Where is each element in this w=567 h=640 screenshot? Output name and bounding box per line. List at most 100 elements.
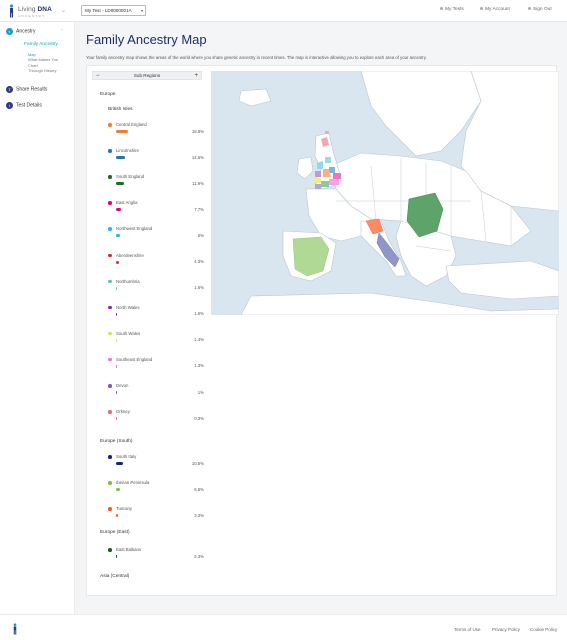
- footer-cookie-link[interactable]: Cookie Policy: [530, 627, 558, 632]
- group-asia-central[interactable]: Asia (Central): [100, 574, 130, 579]
- group-europe-south[interactable]: Europe (South): [100, 439, 133, 444]
- region-name: Devon: [116, 383, 129, 388]
- region-row[interactable]: Lincolnshire 14.6%: [108, 148, 204, 164]
- chevron-down-icon[interactable]: ⌄: [61, 8, 67, 14]
- map-region-north-wales[interactable]: [315, 171, 321, 177]
- region-row[interactable]: Orkney 0.3%: [108, 409, 204, 425]
- footer: Terms of Use Privacy Policy Cookie Polic…: [0, 614, 567, 640]
- map-region-south-england[interactable]: [321, 181, 329, 187]
- sidebar-item-chart[interactable]: Chart: [28, 62, 38, 68]
- map-region-lincolnshire[interactable]: [329, 167, 335, 173]
- test-selector[interactable]: My Test - LD0000001A ▾: [81, 5, 146, 16]
- region-row[interactable]: Iberian Peninsula 6.5%: [108, 480, 204, 496]
- region-name: Tuscany: [116, 506, 133, 512]
- region-percentage-bar: [116, 234, 120, 238]
- caret-down-icon: ▾: [140, 8, 143, 13]
- region-row[interactable]: Central England 18.8%: [108, 122, 204, 138]
- map-region-northumbria[interactable]: [325, 157, 331, 163]
- expand-icon[interactable]: +: [194, 73, 198, 79]
- region-percentage: 1.4%: [194, 337, 204, 343]
- region-percentage: 6%: [197, 232, 204, 238]
- group-british-isles[interactable]: British Isles: [108, 107, 133, 112]
- region-name: East Anglia: [116, 200, 138, 206]
- region-row[interactable]: Northwest England 6%: [108, 226, 204, 242]
- sidebar-item-test-details[interactable]: i Test Details: [6, 102, 42, 109]
- region-row[interactable]: East Balkans 2.3%: [108, 547, 204, 563]
- region-percentage: 3.3%: [194, 512, 204, 518]
- region-bar-track: [116, 182, 186, 186]
- logo-subtext: ANCESTRY: [18, 13, 46, 18]
- map-region-northwest-england[interactable]: [317, 161, 323, 169]
- map-region-tuscany[interactable]: [365, 218, 384, 235]
- footer-terms-link[interactable]: Terms of Use: [454, 627, 481, 632]
- main-content: Family Ancestry Map Your family ancestry…: [75, 22, 567, 614]
- map-region-devon[interactable]: [315, 184, 321, 189]
- region-name: Iberian Peninsula: [116, 480, 150, 486]
- region-color-dot: [108, 279, 112, 284]
- sidebar-item-through-history[interactable]: Through History: [28, 68, 57, 73]
- region-row[interactable]: South England 11.9%: [108, 174, 204, 190]
- region-color-dot: [108, 201, 112, 205]
- map-region-orkney[interactable]: [325, 131, 329, 134]
- group-europe[interactable]: Europe: [100, 92, 116, 97]
- region-bar-track: [116, 234, 186, 238]
- region-row[interactable]: Southeast England 1.3%: [108, 357, 204, 373]
- nav-sign-out[interactable]: Sign Out: [528, 7, 552, 12]
- region-percentage: 1.6%: [194, 311, 204, 317]
- region-color-dot: [108, 331, 112, 336]
- sidebar-item-map[interactable]: Map: [28, 52, 36, 57]
- tests-icon: [440, 7, 443, 11]
- map-region-south-italy[interactable]: [376, 232, 400, 268]
- region-percentage-bar: [116, 208, 121, 212]
- nav-my-tests[interactable]: My Tests: [440, 7, 464, 12]
- region-row[interactable]: Northumbria 1.6%: [108, 279, 204, 295]
- region-row[interactable]: South Italy 10.5%: [108, 454, 204, 470]
- map-region-east-anglia[interactable]: [333, 173, 341, 179]
- region-color-dot: [108, 305, 112, 310]
- region-percentage: 1.3%: [194, 363, 204, 369]
- region-row[interactable]: Tuscany 3.3%: [108, 506, 204, 522]
- collapse-icon[interactable]: −: [96, 73, 100, 79]
- europe-map-svg[interactable]: [211, 71, 559, 315]
- sidebar-item-family-ancestry[interactable]: Family Ancestry: [24, 42, 58, 47]
- group-europe-east[interactable]: Europe (East): [100, 530, 130, 535]
- region-color-dot: [108, 149, 112, 153]
- region-percentage-bar: [116, 417, 117, 421]
- region-row[interactable]: Devon 1%: [108, 383, 204, 399]
- region-row[interactable]: North Wales 1.6%: [108, 305, 204, 321]
- map-region-east-balkans[interactable]: [406, 192, 444, 238]
- map-region-aberdeenshire[interactable]: [321, 137, 329, 147]
- region-percentage-bar: [116, 156, 126, 160]
- map-region-southeast-england[interactable]: [329, 179, 339, 185]
- sidebar-item-ancestry[interactable]: ◐ Ancestry: [6, 28, 35, 35]
- region-color-dot: [108, 253, 112, 257]
- region-name: Northwest England: [116, 226, 153, 232]
- region-row[interactable]: Aberdeenshire 4.3%: [108, 253, 204, 269]
- region-percentage-bar: [116, 182, 124, 186]
- region-name: Central England: [116, 122, 147, 127]
- account-icon: [480, 7, 483, 11]
- map-region-iberian-peninsula[interactable]: [292, 236, 330, 277]
- living-dna-logo[interactable]: Living DNA ANCESTRY: [8, 4, 68, 19]
- test-selector-value: My Test - LD0000001A: [85, 8, 132, 13]
- chevron-up-icon[interactable]: ⌃: [60, 28, 64, 33]
- sidebar-item-what-makes-you[interactable]: What Makes You: [28, 57, 59, 62]
- region-color-dot: [108, 481, 112, 485]
- sub-regions-header[interactable]: − Sub Regions +: [92, 71, 202, 80]
- region-percentage: 2.3%: [194, 553, 204, 559]
- region-bar-track: [116, 208, 186, 212]
- region-color-dot: [108, 410, 112, 414]
- nav-my-account[interactable]: My Account: [480, 7, 510, 12]
- region-name: Aberdeenshire: [116, 252, 144, 258]
- region-percentage-bar: [116, 286, 118, 290]
- map-region-south-wales[interactable]: [314, 178, 321, 183]
- region-row[interactable]: South Wales 1.4%: [108, 331, 204, 347]
- region-percentage-bar: [116, 488, 121, 492]
- map-region-central-england[interactable]: [323, 169, 331, 177]
- sidebar-item-share-results[interactable]: ⇪ Share Results: [6, 86, 48, 93]
- region-name: East Balkans: [116, 547, 142, 552]
- ancestry-map[interactable]: [211, 71, 559, 315]
- region-row[interactable]: East Anglia 7.7%: [108, 200, 204, 216]
- footer-privacy-link[interactable]: Privacy Policy: [492, 627, 521, 632]
- region-percentage: 7.7%: [194, 206, 204, 212]
